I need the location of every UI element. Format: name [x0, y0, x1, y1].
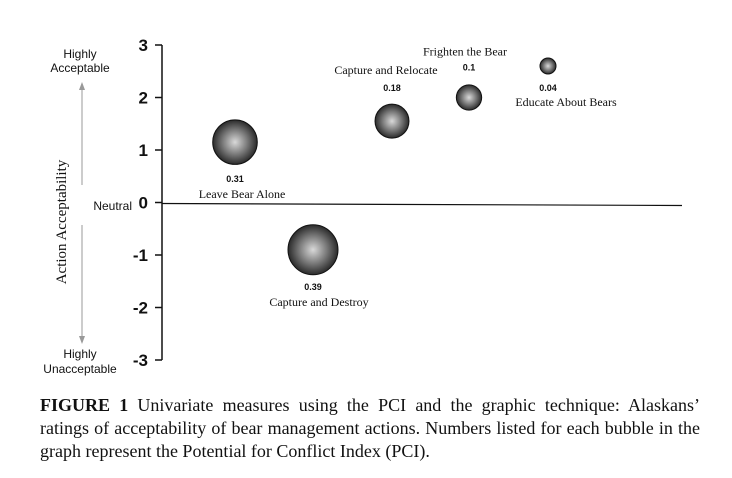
- bubble: [539, 57, 557, 75]
- bubble-pci-label: 0.04: [539, 83, 557, 93]
- bubble-pci-label: 0.39: [304, 282, 322, 292]
- bubbles: 0.31 Leave Bear Alone 0.39 Capture and Dest…: [199, 45, 617, 309]
- caption-text: Univariate measures using the PCI and th…: [40, 395, 701, 461]
- y-tick-label: 0: [139, 194, 148, 213]
- bubble-pci-label: 0.31: [226, 174, 244, 184]
- y-tick-label: 2: [139, 89, 148, 108]
- bubble-name-label: Leave Bear Alone: [199, 187, 286, 201]
- bubble-chart: Action Acceptability Highly Acceptable N…: [43, 36, 683, 376]
- highly-unacceptable-line2: Unacceptable: [43, 362, 117, 376]
- bubble-name-label: Capture and Destroy: [269, 295, 368, 309]
- highly-acceptable-line2: Acceptable: [50, 61, 110, 75]
- bubble: [212, 119, 258, 165]
- bubble: [287, 224, 339, 276]
- highly-unacceptable-line1: Highly: [63, 347, 96, 361]
- bubble-pci-label: 0.18: [383, 83, 401, 93]
- bubble-pci-label: 0.1: [463, 63, 476, 73]
- bubble-name-label: Educate About Bears: [515, 95, 617, 109]
- bubble: [374, 103, 410, 139]
- neutral-line: [161, 202, 683, 207]
- y-tick-label: 3: [139, 36, 148, 55]
- figure-caption: FIGURE 1 Univariate measures using the P…: [40, 394, 700, 463]
- y-tick-label: -2: [133, 299, 148, 318]
- bubble-name-label: Capture and Relocate: [334, 63, 437, 77]
- y-axis-label: Action Acceptability: [54, 159, 70, 284]
- bubble-name-label: Frighten the Bear: [423, 45, 507, 59]
- caption-label: FIGURE 1: [40, 395, 129, 415]
- neutral-label: Neutral: [93, 199, 132, 213]
- arrow-up-head: [79, 82, 85, 90]
- y-tick-label: -3: [133, 351, 148, 370]
- y-tick-label: -1: [133, 246, 148, 265]
- y-axis: 3 2 1 0 -1 -2 -3: [133, 36, 163, 370]
- bubble: [455, 84, 483, 111]
- y-tick-label: 1: [139, 141, 148, 160]
- arrow-down-head: [79, 336, 85, 344]
- highly-acceptable-line1: Highly: [63, 47, 96, 61]
